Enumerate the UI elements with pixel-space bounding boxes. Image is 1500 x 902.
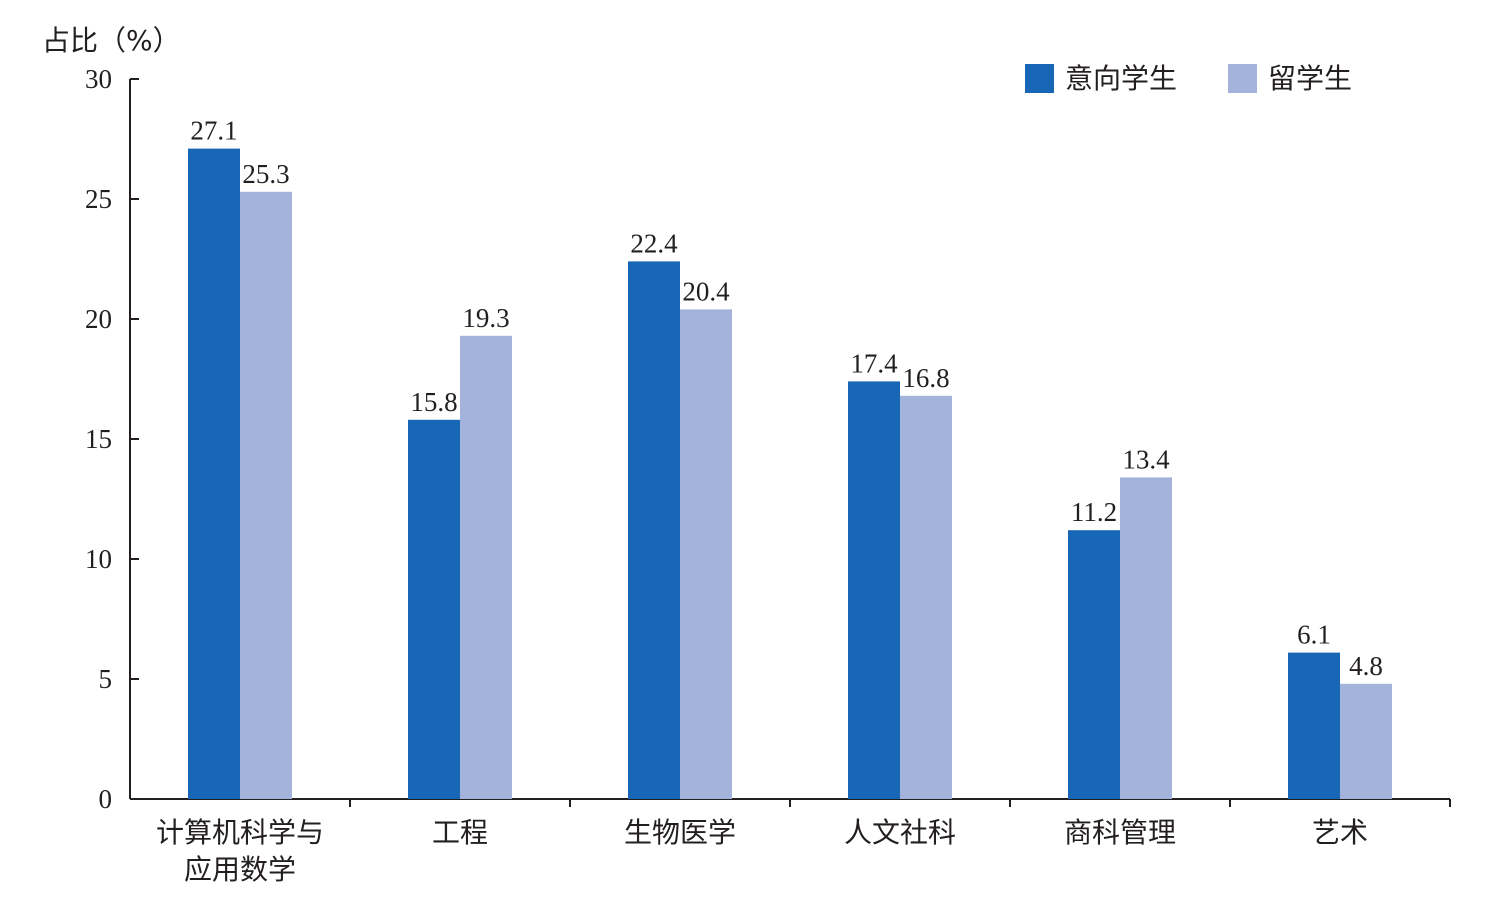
bar: [1068, 530, 1120, 799]
bar: [1120, 477, 1172, 799]
bar: [900, 395, 952, 799]
data-label: 22.4: [630, 228, 678, 258]
bar: [680, 309, 732, 799]
y-axis-label: 占比（%）: [42, 24, 181, 57]
legend-label: 留学生: [1268, 62, 1352, 95]
y-tick-label: 20: [85, 304, 112, 334]
bar: [1340, 683, 1392, 799]
data-label: 11.2: [1071, 497, 1117, 527]
category-label: 艺术: [1312, 816, 1368, 849]
data-label: 20.4: [682, 276, 730, 306]
category-label: 人文社科: [844, 816, 956, 849]
data-label: 4.8: [1349, 651, 1383, 681]
bar: [240, 191, 292, 800]
data-label: 25.3: [242, 159, 289, 189]
y-tick-label: 25: [85, 184, 112, 214]
data-labels: 27.1 15.8 22.4 17.4 11.2 6.1 25.3 19.3 20.4 16.8 1…: [190, 116, 1383, 681]
bar: [188, 148, 240, 800]
category-label: 生物医学: [624, 816, 736, 849]
category-label: 工程: [432, 816, 488, 849]
y-tick-label: 15: [85, 424, 112, 454]
bar: [1288, 652, 1340, 799]
category-label: 商科管理: [1064, 816, 1176, 849]
bar: [628, 261, 680, 799]
y-tick-label: 10: [85, 544, 112, 574]
bar: [460, 335, 512, 799]
bar: [848, 381, 900, 799]
bars: [188, 148, 1392, 800]
data-label: 6.1: [1297, 620, 1331, 650]
data-label: 27.1: [190, 116, 237, 146]
data-label: 16.8: [902, 363, 949, 393]
legend: 意向学生 留学生: [1025, 62, 1352, 95]
legend-swatch: [1228, 64, 1257, 93]
data-label: 15.8: [410, 387, 457, 417]
category-labels: 计算机科学与应用数学 工程 生物医学 人文社科 商科管理 艺术: [156, 816, 1368, 886]
legend-label: 意向学生: [1065, 62, 1177, 95]
y-axis-ticks: 0 5 10 15 20 25 30: [85, 64, 139, 814]
data-label: 13.4: [1122, 444, 1170, 474]
axes: [129, 79, 1451, 807]
data-label: 19.3: [462, 303, 509, 333]
category-label: 计算机科学与应用数学: [156, 816, 324, 886]
legend-swatch: [1025, 64, 1054, 93]
bar: [408, 419, 460, 799]
y-tick-label: 0: [99, 784, 113, 814]
y-tick-label: 30: [85, 64, 112, 94]
y-tick-label: 5: [99, 664, 113, 694]
data-label: 17.4: [850, 348, 898, 378]
